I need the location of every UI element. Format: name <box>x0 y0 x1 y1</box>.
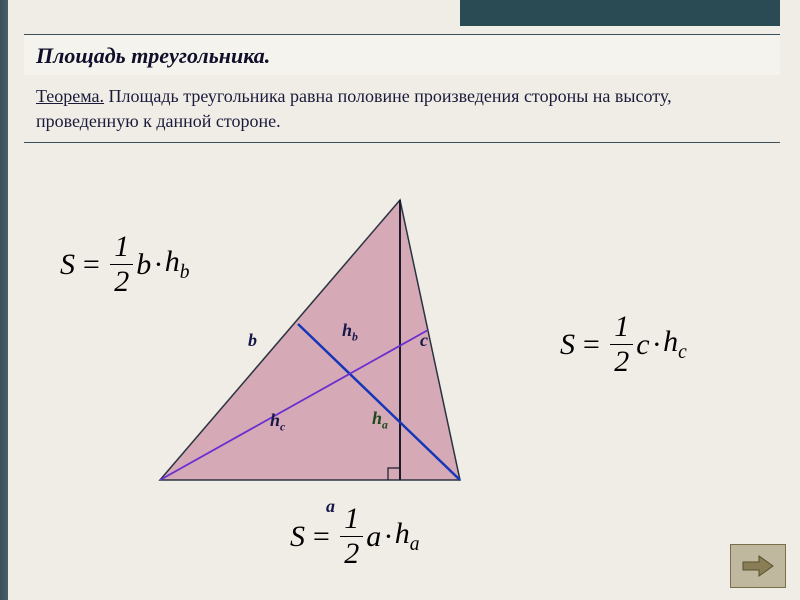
formula-a-S: S <box>290 520 305 554</box>
page-title: Площадь треугольника. <box>36 43 768 69</box>
side-label-b: b <box>248 330 257 351</box>
formula-c-den: 2 <box>610 345 633 379</box>
formula-a-den: 2 <box>340 537 363 571</box>
theorem-statement: Площадь треугольника равна половине прои… <box>36 86 672 131</box>
formula-a-dot: · <box>384 520 392 554</box>
top-accent-block <box>460 0 780 26</box>
formula-c-num: 1 <box>610 310 633 345</box>
formula-c-eq: = <box>581 328 601 362</box>
formula-a-num: 1 <box>340 502 363 537</box>
theorem-text-block: Теорема. Площадь треугольника равна поло… <box>24 78 780 143</box>
formula-c-hsub: c <box>678 342 687 363</box>
altitude-label-ha: ha <box>372 408 388 432</box>
formula-c-var: c <box>636 328 649 362</box>
formula-c-dot: · <box>653 328 661 362</box>
formula-b-S: S <box>60 248 75 282</box>
formula-c-h: h <box>663 325 678 358</box>
formula-a-eq: = <box>311 520 331 554</box>
formula-b-num: 1 <box>110 230 133 265</box>
formula-b-eq: = <box>81 248 101 282</box>
formula-a: S = 1 2 a · ha <box>290 502 420 571</box>
side-label-c: c <box>420 330 428 351</box>
side-label-a: a <box>326 496 335 517</box>
next-slide-button[interactable] <box>730 544 786 588</box>
formula-a-h: h <box>395 517 410 550</box>
formula-b-den: 2 <box>110 265 133 299</box>
formula-c: S = 1 2 c · hc <box>560 310 687 379</box>
side-accent-bar <box>0 0 8 600</box>
theorem-label: Теорема. <box>36 86 104 106</box>
formula-c-S: S <box>560 328 575 362</box>
formula-a-var: a <box>366 520 381 554</box>
altitude-label-hb: hb <box>342 320 358 344</box>
next-arrow-icon <box>741 554 775 578</box>
slide-header: Площадь треугольника. <box>24 34 780 75</box>
triangle-svg <box>140 190 520 500</box>
altitude-label-hc: hc <box>270 410 285 434</box>
triangle-diagram: a b c ha hb hc <box>140 190 520 500</box>
formula-a-hsub: a <box>410 534 420 555</box>
